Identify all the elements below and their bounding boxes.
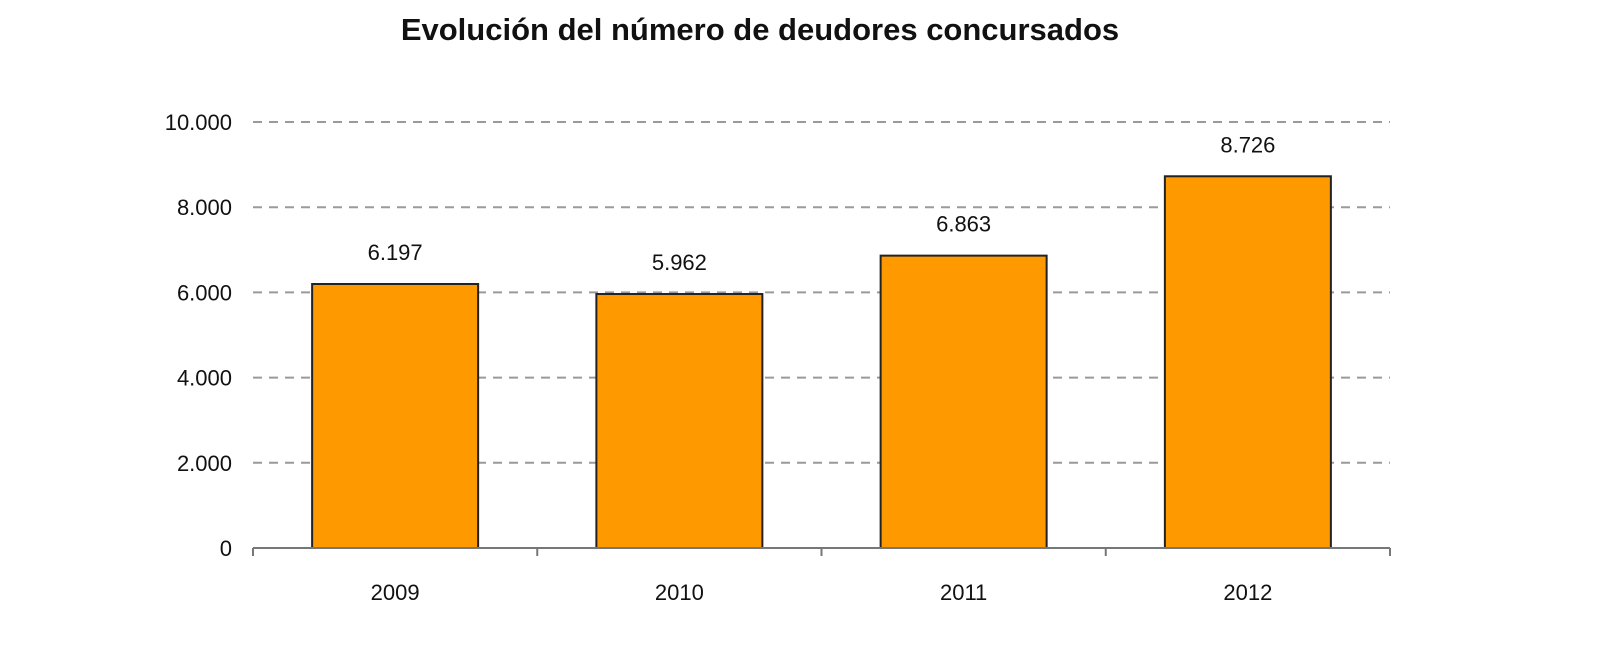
y-tick-label: 4.000 (177, 366, 232, 391)
bar-2011 (879, 254, 1048, 549)
y-tick-label: 10.000 (165, 110, 232, 135)
bar-2012 (1163, 175, 1332, 549)
bar-2009 (311, 283, 480, 549)
x-tick-label: 2010 (655, 580, 704, 605)
y-tick-label: 6.000 (177, 280, 232, 305)
y-tick-label: 2.000 (177, 451, 232, 476)
data-label: 8.726 (1220, 132, 1275, 157)
data-label: 6.197 (368, 240, 423, 265)
x-tick-label: 2009 (371, 580, 420, 605)
y-tick-label: 8.000 (177, 195, 232, 220)
y-tick-label: 0 (220, 536, 232, 561)
x-tick-label: 2012 (1223, 580, 1272, 605)
bar-2010 (595, 293, 764, 549)
chart-title: Evolución del número de deudores concurs… (401, 12, 1119, 47)
data-label: 6.863 (936, 212, 991, 237)
x-tick-label: 2011 (940, 580, 987, 605)
data-label: 5.962 (652, 250, 707, 275)
